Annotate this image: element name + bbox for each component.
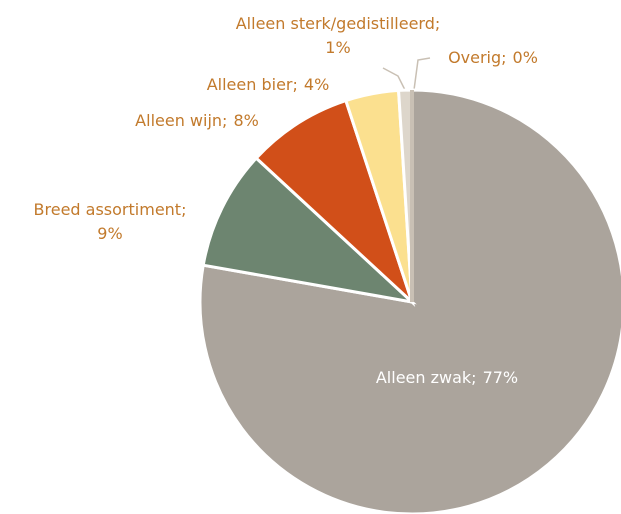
slice-label: Alleen bier; 4% bbox=[207, 75, 330, 94]
category-label: Alleen bier; bbox=[207, 75, 298, 94]
category-label: Alleen sterk/gedistilleerd; bbox=[236, 14, 441, 33]
value-label: 1% bbox=[325, 38, 350, 57]
category-label: Overig; bbox=[448, 48, 506, 67]
slices bbox=[198, 88, 621, 514]
value-label: 4% bbox=[304, 75, 329, 94]
value-label: 77% bbox=[483, 368, 519, 387]
value-label: 0% bbox=[513, 48, 538, 67]
leader-line bbox=[382, 67, 406, 91]
value-label: 8% bbox=[233, 111, 258, 130]
slice bbox=[254, 98, 416, 308]
slice-label: Alleen sterk/gedistilleerd; 1% bbox=[236, 14, 441, 57]
slice-label: Alleen zwak; 77% bbox=[376, 368, 518, 387]
category-label: Breed assortiment; bbox=[34, 200, 187, 219]
slice-label: Overig; 0% bbox=[448, 48, 538, 67]
value-label: 9% bbox=[97, 224, 122, 243]
leader-line bbox=[413, 57, 431, 91]
category-label: Alleen zwak; bbox=[376, 368, 477, 387]
slice-label: Breed assortiment; 9% bbox=[34, 200, 187, 243]
category-label: Alleen wijn; bbox=[135, 111, 227, 130]
slice-label: Alleen wijn; 8% bbox=[135, 111, 259, 130]
slice bbox=[201, 156, 417, 305]
